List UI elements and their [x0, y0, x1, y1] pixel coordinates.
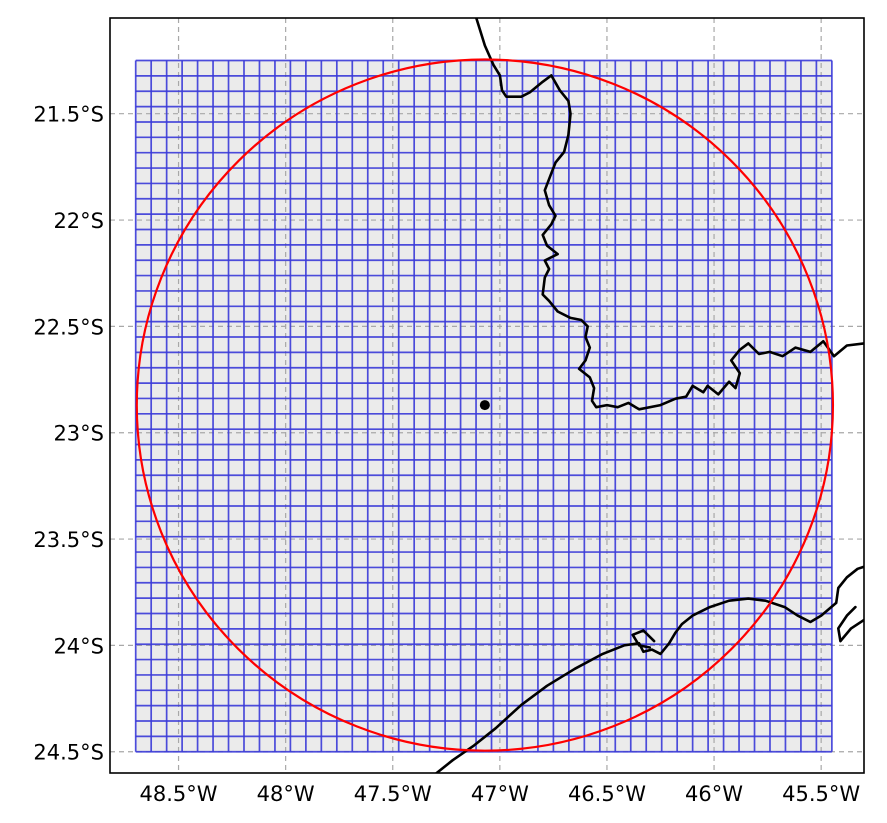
y-tick-label: 22°S — [53, 209, 104, 233]
x-axis-tick-labels: 48.5°W 48°W 47.5°W 47°W 46.5°W 46°W 45.5°W — [140, 782, 861, 806]
coastline — [475, 18, 864, 411]
x-tick-label: 47.5°W — [354, 782, 432, 806]
y-tick-label: 24°S — [53, 634, 104, 658]
y-tick-label: 24.5°S — [33, 741, 104, 765]
y-tick-label: 22.5°S — [33, 315, 104, 339]
coastlines — [434, 18, 864, 773]
y-tick-label: 23.5°S — [33, 528, 104, 552]
y-tick-label: 23°S — [53, 422, 104, 446]
y-axis-tick-labels: 21.5°S 22°S 22.5°S 23°S 23.5°S 24°S 24.5°S — [33, 103, 104, 765]
x-tick-label: 45.5°W — [782, 782, 860, 806]
x-tick-label: 48°W — [257, 782, 315, 806]
coastline — [631, 629, 656, 649]
map-area — [110, 18, 864, 773]
map-frame — [109, 17, 865, 774]
x-tick-label: 47°W — [471, 782, 529, 806]
x-tick-label: 46°W — [685, 782, 743, 806]
y-tick-label: 21.5°S — [33, 103, 104, 127]
coastline — [434, 565, 864, 773]
x-tick-label: 48.5°W — [140, 782, 218, 806]
cell-grid-lines — [134, 59, 833, 753]
x-tick-label: 46.5°W — [568, 782, 646, 806]
center-point — [479, 400, 490, 411]
coastline — [837, 605, 864, 643]
radius-circle — [135, 58, 835, 752]
